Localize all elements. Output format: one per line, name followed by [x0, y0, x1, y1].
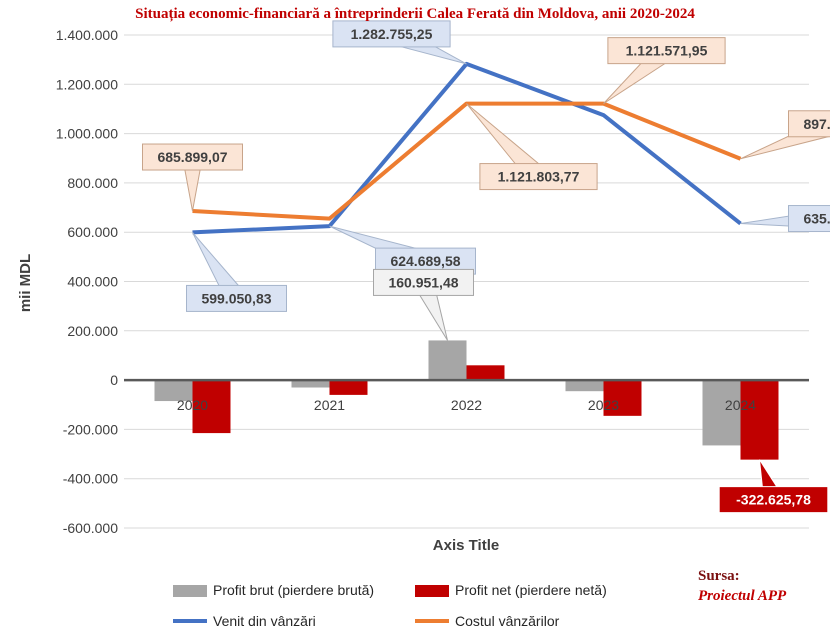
callout-label: 685.899,07 [157, 149, 227, 165]
y-tick-label: 800.000 [67, 175, 118, 191]
source-value: Proiectul APP [698, 588, 787, 604]
callout-box [607, 37, 726, 65]
legend-item: Costul vânzărilor [415, 613, 560, 629]
y-tick-label: -600.000 [63, 520, 118, 536]
callout-box [373, 268, 474, 296]
y-tick-label: 1.000.000 [56, 126, 118, 142]
data-callout: 160.951,48 [373, 268, 474, 341]
legend-item: Venit din vânzări [173, 613, 316, 629]
y-tick-label: -200.000 [63, 421, 118, 437]
bar [740, 380, 779, 460]
callout-label: 599.050,83 [201, 290, 271, 306]
y-tick-label: 1.200.000 [56, 76, 118, 92]
data-callout: 1.282.755,25 [332, 20, 467, 65]
callout-box [718, 486, 829, 514]
y-tick-label: 1.400.000 [56, 27, 118, 43]
legend-label: Costul vânzărilor [455, 613, 560, 629]
source-label: Sursa: [698, 568, 740, 584]
callout-label: 1.121.803,77 [498, 169, 580, 185]
legend-swatch [415, 585, 449, 597]
legend-label: Profit brut (pierdere brută) [213, 582, 374, 598]
bar [291, 380, 330, 388]
data-callout: 635.138,97 [740, 205, 830, 233]
data-callout: 685.899,07 [142, 143, 243, 212]
data-callout: 1.121.803,77 [466, 103, 598, 191]
bar [428, 340, 467, 381]
data-callout: 624.689,58 [329, 225, 476, 275]
x-axis-ticks: 2020 2021 2022 2023 2024 [177, 397, 756, 413]
callout-label: 635.138,97 [803, 211, 830, 227]
x-axis-label: Axis Title [433, 537, 499, 554]
y-axis-label: mii MDL [17, 254, 34, 312]
y-tick-label: 200.000 [67, 323, 118, 339]
bar [192, 380, 231, 434]
legend-item: Profit net (pierdere netă) [415, 582, 607, 598]
series-line [192, 61, 742, 235]
x-tick-label: 2021 [314, 397, 345, 413]
bar [603, 380, 642, 416]
bar [702, 380, 741, 446]
x-tick-label: 2023 [588, 397, 619, 413]
callout-box [479, 163, 598, 191]
y-tick-label: -400.000 [63, 471, 118, 487]
data-callout: 1.121.571,95 [603, 37, 726, 105]
bar [565, 380, 604, 392]
series-lines [192, 61, 742, 235]
y-tick-label: 400.000 [67, 274, 118, 290]
callout-label: 1.282.755,25 [351, 26, 433, 42]
x-tick-label: 2024 [725, 397, 756, 413]
legend-label: Venit din vânzări [213, 613, 316, 629]
bars [154, 340, 779, 460]
y-tick-label: 0 [110, 372, 118, 388]
callout-box [186, 284, 287, 312]
callout-box [788, 205, 830, 233]
callout-label: 1.121.571,95 [626, 43, 708, 59]
x-tick-label: 2022 [451, 397, 482, 413]
callout-box [332, 20, 451, 48]
data-callout: -322.625,78 [718, 459, 829, 514]
chart-title: Situația economic-financiară a întreprin… [135, 6, 695, 22]
data-callout: 599.050,83 [186, 232, 287, 312]
legend-item: Profit brut (pierdere brută) [173, 582, 374, 598]
callout-label: 160.951,48 [388, 274, 458, 290]
callout-box [788, 110, 830, 138]
data-callouts: 685.899,07 599.050,83 624.689,58 1.282.755,… [142, 20, 830, 514]
callout-label: 897.869,73 [803, 116, 830, 132]
legend: Profit brut (pierdere brută) Profit net (… [173, 582, 607, 629]
legend-label: Profit net (pierdere netă) [455, 582, 607, 598]
callout-label: -322.625,78 [736, 492, 811, 508]
callout-box [142, 143, 243, 171]
y-tick-label: 600.000 [67, 224, 118, 240]
bar [329, 380, 368, 395]
bar [154, 380, 193, 402]
series-line [192, 101, 742, 221]
data-callout: 897.869,73 [740, 110, 830, 160]
x-tick-label: 2020 [177, 397, 208, 413]
callout-label: 624.689,58 [390, 253, 460, 269]
bar [466, 365, 505, 381]
y-axis-ticks: -600.000 -400.000 -200.000 0 200.000 400.000 6… [56, 27, 119, 536]
legend-swatch [173, 585, 207, 597]
